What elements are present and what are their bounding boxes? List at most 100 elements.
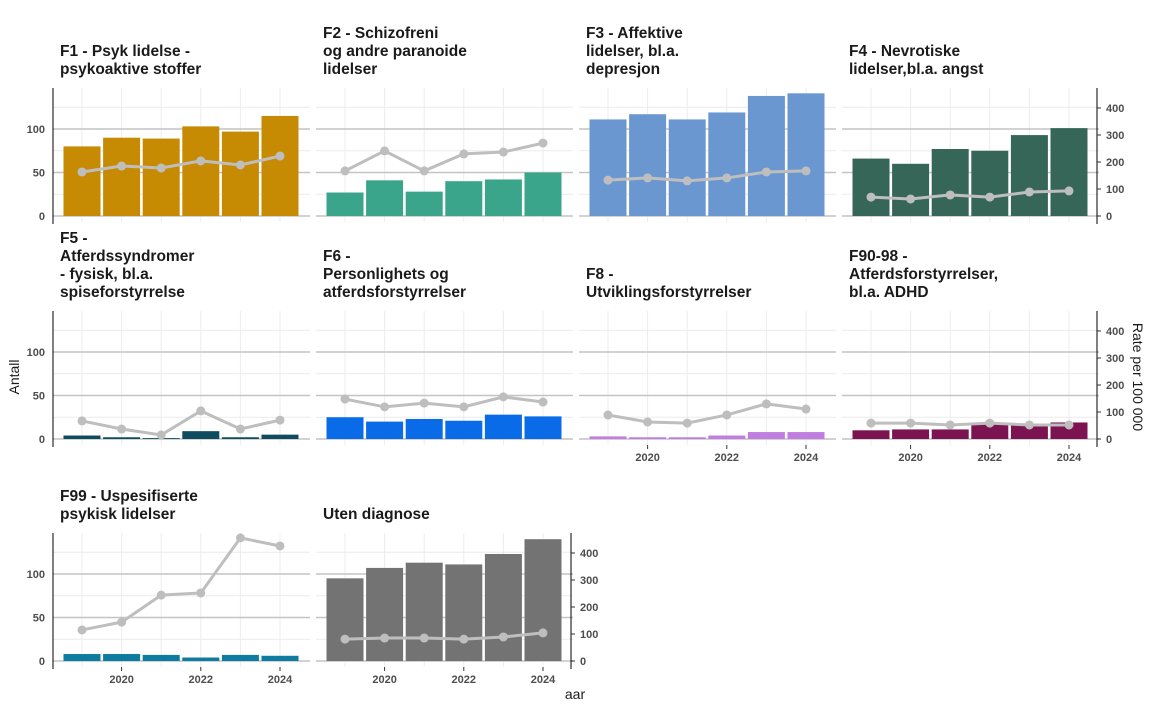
panel-title: Atferdsforstyrrelser, xyxy=(849,266,998,283)
bar xyxy=(629,437,667,439)
y-tick-left: 0 xyxy=(39,656,45,668)
rate-point xyxy=(196,588,206,598)
bar xyxy=(326,578,364,661)
bar xyxy=(63,435,101,439)
bar xyxy=(589,119,627,216)
rate-point xyxy=(682,418,692,428)
bar xyxy=(971,424,1009,439)
bar xyxy=(405,562,443,661)
rate-point xyxy=(538,138,548,148)
x-tick-label: 2020 xyxy=(898,452,922,464)
rate-line xyxy=(81,409,281,437)
bar xyxy=(221,654,259,661)
panel-title: Uten diagnose xyxy=(323,506,430,523)
panel-title: F5 - xyxy=(60,230,88,247)
bar xyxy=(787,93,825,216)
panel-title: F3 - Affektive xyxy=(586,25,683,42)
y-tick-right: 200 xyxy=(1106,380,1124,392)
bar xyxy=(708,112,746,216)
y-tick-left: 50 xyxy=(33,613,45,625)
x-tick-label: 2020 xyxy=(635,452,659,464)
y-tick-right: 300 xyxy=(1106,353,1124,365)
rate-point xyxy=(1064,186,1074,196)
bar xyxy=(589,436,627,439)
rate-point xyxy=(866,192,876,202)
bar xyxy=(261,655,299,661)
y-tick-right: 0 xyxy=(580,656,586,668)
bar xyxy=(668,119,706,216)
rate-point xyxy=(419,398,429,408)
bar xyxy=(747,95,785,216)
y-tick-left: 100 xyxy=(27,124,45,136)
bar xyxy=(366,421,404,439)
x-tick-label: 2024 xyxy=(268,674,293,686)
panel-title: Personlighets og xyxy=(323,266,449,283)
bar xyxy=(366,567,404,661)
bar xyxy=(524,416,562,439)
y-tick-right: 100 xyxy=(580,629,598,641)
rate-point xyxy=(643,173,653,183)
rate-point xyxy=(275,151,285,161)
bar xyxy=(787,432,825,439)
y-tick-left: 50 xyxy=(33,391,45,403)
rate-point xyxy=(722,173,732,183)
x-tick-label: 2022 xyxy=(452,674,476,686)
rate-point xyxy=(906,194,916,204)
panel-title: F6 - xyxy=(323,248,351,265)
y-tick-right: 0 xyxy=(1106,434,1112,446)
panel-title: Utviklingsforstyrrelser xyxy=(586,284,751,301)
rate-point xyxy=(459,149,469,159)
bar xyxy=(668,437,706,439)
rate-point xyxy=(235,424,245,434)
panel-title: psykisk lidelser xyxy=(60,506,175,523)
rate-point xyxy=(498,392,508,402)
rate-point xyxy=(761,167,771,177)
y-tick-right: 200 xyxy=(580,602,598,614)
rate-point xyxy=(156,430,166,440)
bar xyxy=(261,434,299,439)
bar xyxy=(326,192,364,216)
y-tick-right: 300 xyxy=(1106,130,1124,142)
y-tick-right: 400 xyxy=(580,548,598,560)
rate-line xyxy=(344,631,544,641)
rate-point xyxy=(722,410,732,420)
rate-point xyxy=(340,394,350,404)
x-tick-label: 2022 xyxy=(189,674,213,686)
panel-title: og andre paranoide xyxy=(323,43,467,60)
bar xyxy=(484,179,522,216)
rate-point xyxy=(1024,420,1034,430)
bar xyxy=(852,430,890,439)
rate-line xyxy=(344,395,544,409)
bar xyxy=(445,564,483,661)
panel-title: F8 - xyxy=(586,266,614,283)
rate-line xyxy=(81,536,281,632)
rate-point xyxy=(117,424,127,434)
bar xyxy=(1050,128,1088,216)
y-axis-right-label: Rate per 100 000 xyxy=(1130,323,1146,431)
x-tick-label: 2022 xyxy=(715,452,739,464)
rate-line xyxy=(607,169,807,183)
y-tick-right: 200 xyxy=(1106,157,1124,169)
rate-point xyxy=(985,418,995,428)
bar xyxy=(221,437,259,439)
rate-point xyxy=(538,397,548,407)
rate-point xyxy=(603,175,613,185)
panel-title: depresjon xyxy=(586,61,660,78)
rate-point xyxy=(196,156,206,166)
y-tick-right: 400 xyxy=(1106,326,1124,338)
y-tick-left: 0 xyxy=(39,211,45,223)
rate-point xyxy=(380,146,390,156)
bar xyxy=(931,429,969,439)
bar xyxy=(405,418,443,439)
panel-title: Atferdssyndromer xyxy=(60,248,194,265)
rate-point xyxy=(380,402,390,412)
rate-line xyxy=(871,421,1069,427)
panel-title: F1 - Psyk lidelse - xyxy=(60,43,190,60)
bar xyxy=(484,553,522,661)
rate-point xyxy=(77,625,87,635)
rate-point xyxy=(459,634,469,644)
bar xyxy=(1050,422,1088,439)
y-tick-right: 100 xyxy=(1106,184,1124,196)
panel-title: psykoaktive stoffer xyxy=(60,61,201,78)
